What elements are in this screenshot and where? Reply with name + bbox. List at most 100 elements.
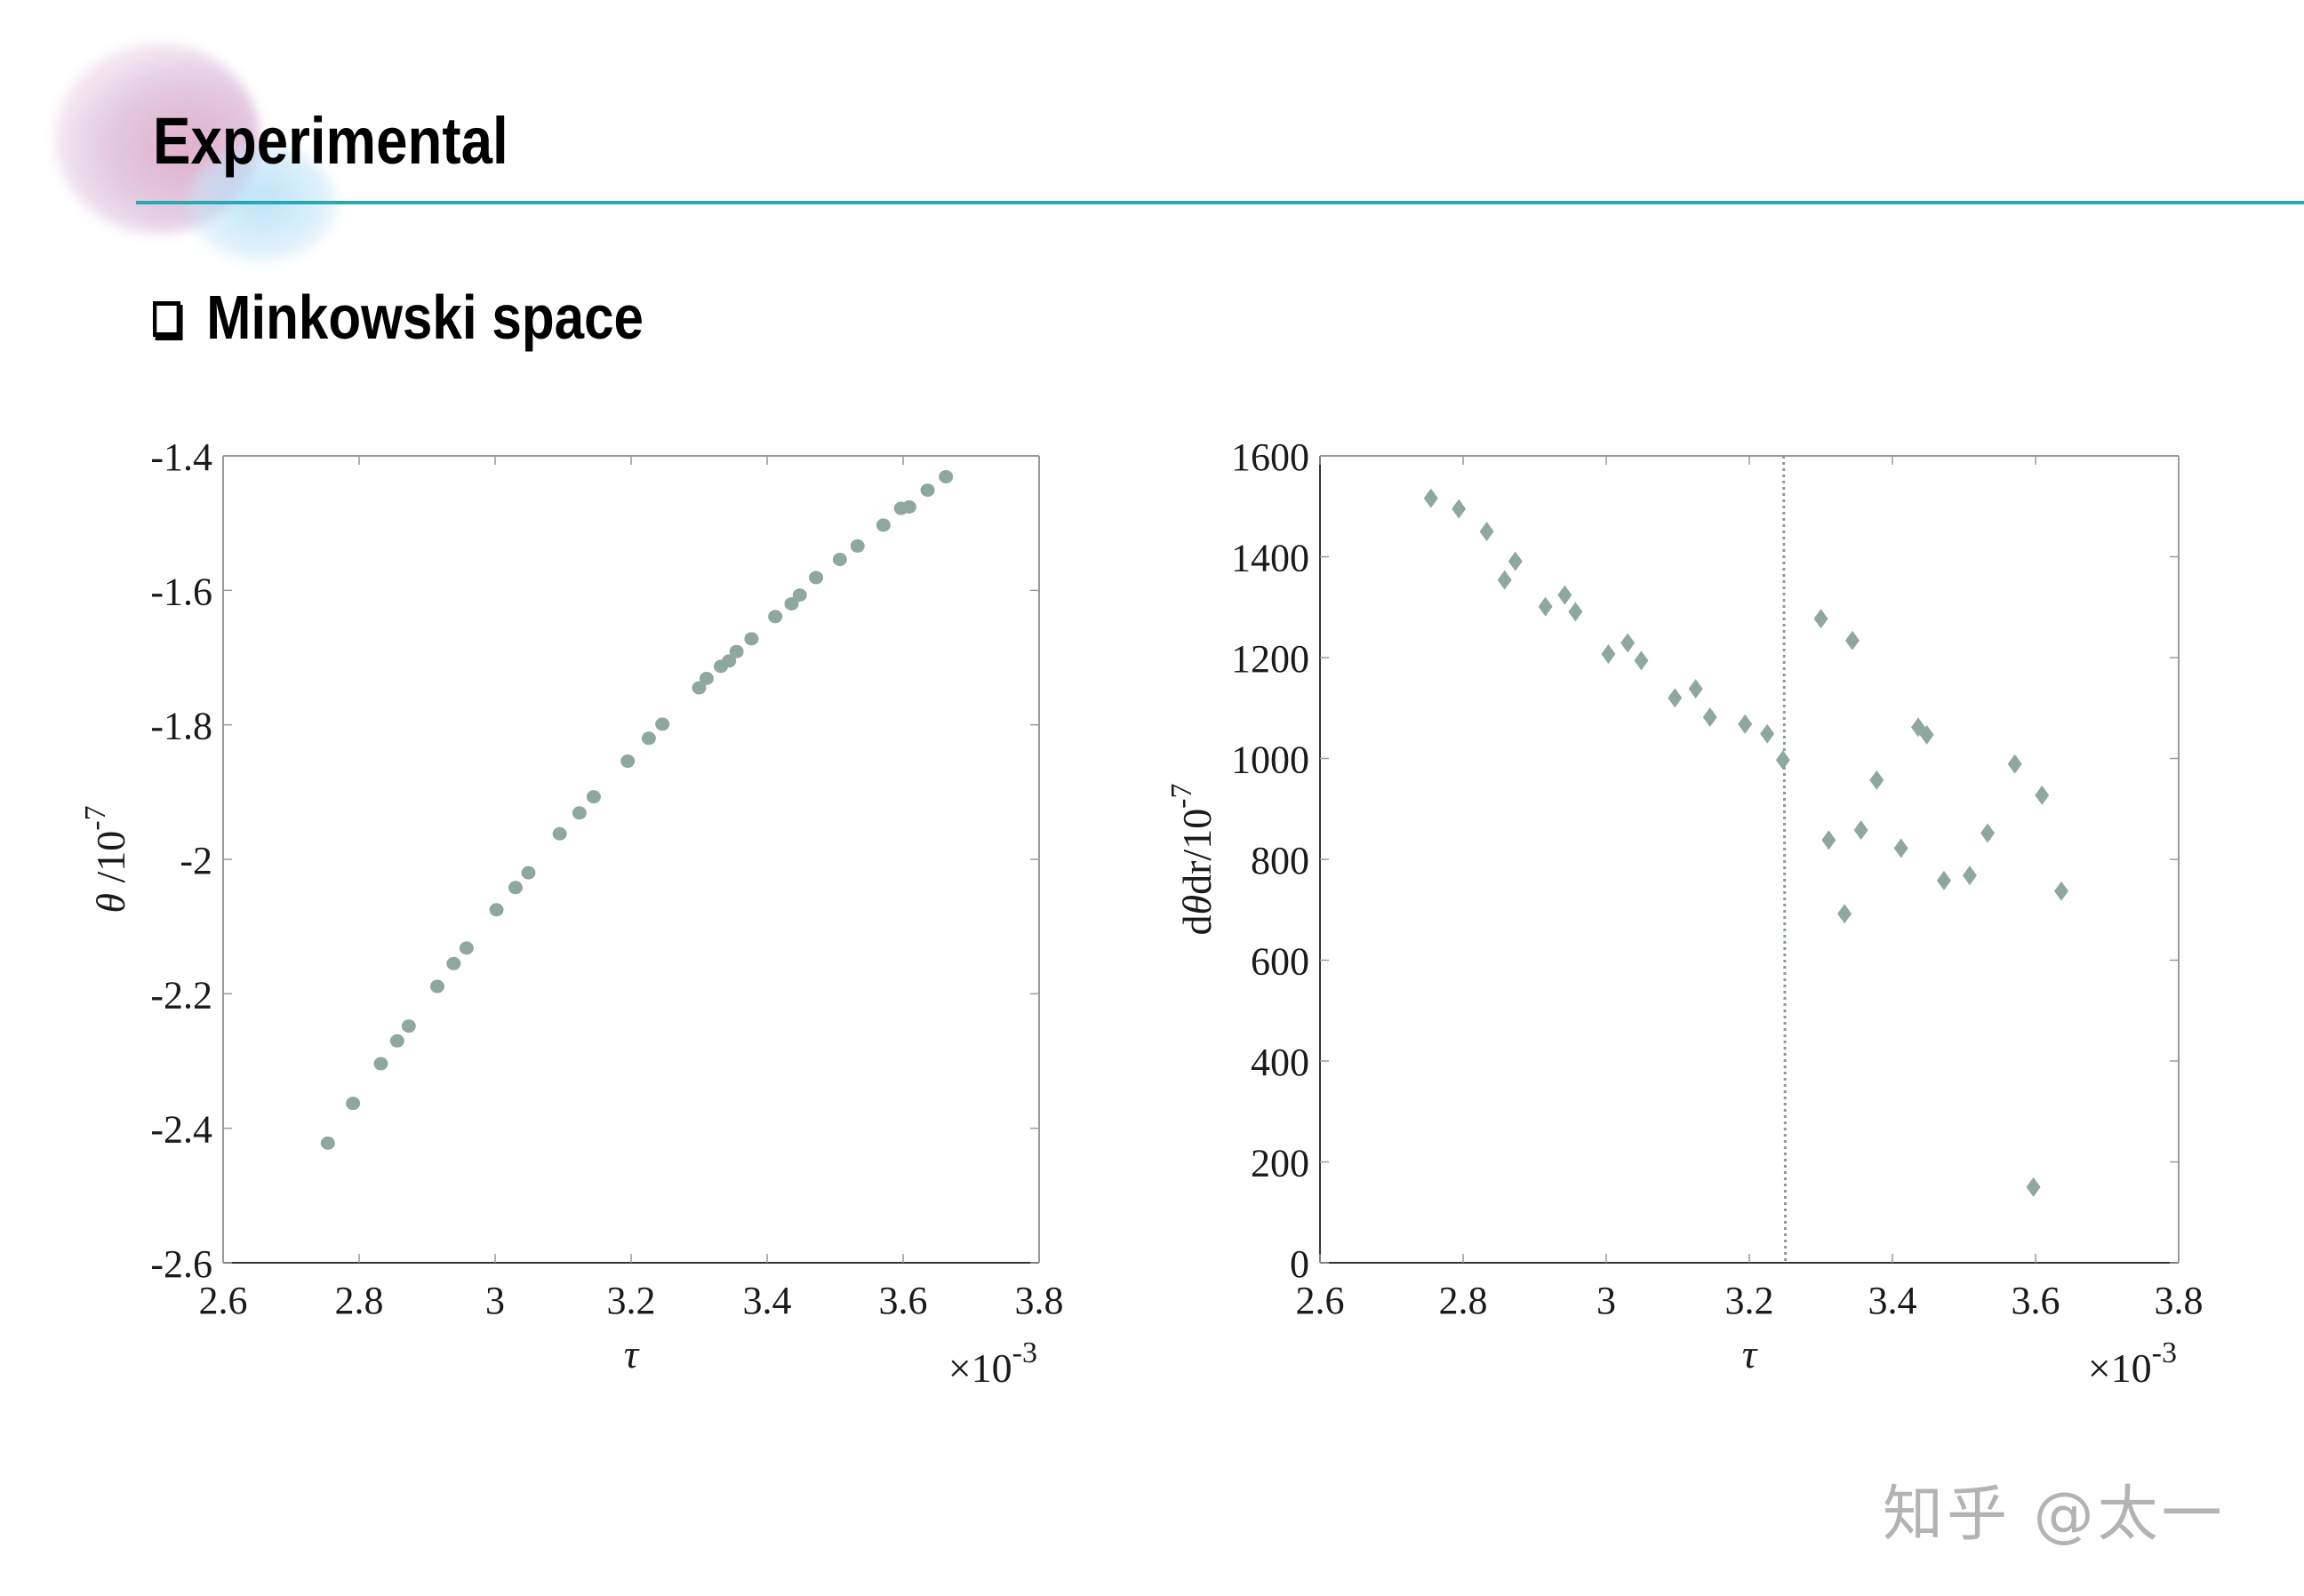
data-point bbox=[1497, 570, 1512, 590]
data-point bbox=[508, 881, 523, 895]
data-point bbox=[1620, 633, 1636, 653]
data-point bbox=[2026, 1177, 2041, 1197]
data-point bbox=[1538, 596, 1553, 617]
data-point bbox=[2053, 881, 2068, 901]
data-point bbox=[901, 500, 916, 515]
data-point bbox=[722, 654, 737, 668]
data-point bbox=[489, 903, 504, 917]
data-point bbox=[320, 1136, 335, 1150]
y-tick-label: -2 bbox=[180, 839, 212, 882]
x-tick-label: 3 bbox=[485, 1279, 505, 1322]
data-point bbox=[1688, 679, 1703, 699]
title-underline bbox=[136, 201, 2304, 204]
data-point bbox=[446, 956, 461, 970]
watermark: 知乎 @太一 bbox=[1883, 1480, 2226, 1550]
x-tick-label: 2.8 bbox=[335, 1279, 384, 1322]
data-point bbox=[1760, 723, 1775, 744]
data-point bbox=[784, 596, 799, 610]
data-point bbox=[1479, 522, 1494, 542]
data-point bbox=[401, 1019, 416, 1033]
data-point bbox=[939, 469, 954, 483]
y-tick-label: -1.6 bbox=[150, 570, 212, 613]
x-tick-label: 2.6 bbox=[1296, 1279, 1345, 1322]
data-point bbox=[373, 1057, 388, 1071]
data-point bbox=[876, 518, 891, 532]
data-point bbox=[1919, 724, 1934, 745]
data-point bbox=[389, 1033, 404, 1048]
data-point bbox=[744, 632, 759, 646]
data-point bbox=[459, 941, 474, 955]
data-point bbox=[1853, 820, 1868, 841]
data-point bbox=[1775, 750, 1790, 770]
x-tick-label: 3.8 bbox=[1015, 1279, 1064, 1322]
y-tick-label: 1400 bbox=[1231, 537, 1309, 580]
data-point bbox=[792, 588, 807, 602]
y-tick-label: -2.6 bbox=[150, 1242, 212, 1286]
data-series bbox=[1423, 488, 2068, 1197]
data-point bbox=[2007, 754, 2022, 774]
data-point bbox=[1844, 630, 1860, 650]
section-heading-text: Minkowski space bbox=[206, 283, 644, 352]
y-tick-label: -1.4 bbox=[150, 435, 212, 479]
x-tick-label: 2.8 bbox=[1439, 1279, 1488, 1322]
y-tick-label: -2.4 bbox=[150, 1108, 212, 1152]
x-tick-label: 2.6 bbox=[199, 1279, 248, 1322]
y-tick-label: 400 bbox=[1251, 1041, 1309, 1084]
y-tick-label: 600 bbox=[1251, 940, 1309, 984]
y-tick-label: 1000 bbox=[1231, 738, 1309, 782]
data-point bbox=[429, 979, 444, 994]
data-point bbox=[692, 681, 707, 695]
x-tick-label: 3.2 bbox=[1725, 1279, 1774, 1322]
data-point bbox=[1557, 585, 1572, 605]
data-point bbox=[1601, 644, 1616, 665]
x-tick-label: 3.6 bbox=[879, 1279, 928, 1322]
x-tick-label: 3.8 bbox=[2155, 1279, 2204, 1322]
data-point bbox=[1980, 823, 1996, 843]
y-tick-label: -1.8 bbox=[150, 705, 212, 748]
data-point bbox=[521, 866, 536, 880]
x-tick-label: 3 bbox=[1596, 1279, 1616, 1322]
x-tick-label: 3.4 bbox=[743, 1279, 792, 1322]
data-point bbox=[699, 671, 714, 685]
data-point bbox=[620, 754, 636, 769]
data-point bbox=[586, 790, 601, 804]
y-axis-label: dθdr/10-7 bbox=[1165, 783, 1220, 935]
data-point bbox=[920, 483, 935, 498]
data-point bbox=[1962, 866, 1977, 886]
y-tick-label: 0 bbox=[1290, 1242, 1309, 1286]
threshold-line bbox=[1782, 455, 1788, 1264]
data-point bbox=[552, 826, 567, 841]
x-multiplier-label: ×10-3 bbox=[948, 1337, 1037, 1391]
data-point bbox=[2035, 785, 2050, 805]
y-tick-label: 800 bbox=[1251, 839, 1309, 882]
data-point bbox=[809, 571, 824, 585]
data-point bbox=[641, 731, 656, 746]
data-point bbox=[1738, 714, 1753, 734]
data-point bbox=[1869, 770, 1884, 790]
section-heading: Minkowski space bbox=[153, 286, 644, 348]
data-point bbox=[768, 610, 783, 624]
x-tick-label: 3.6 bbox=[2012, 1279, 2060, 1322]
x-axis-label: τ bbox=[1742, 1331, 1758, 1377]
data-point bbox=[1893, 838, 1908, 858]
x-tick-label: 3.4 bbox=[1868, 1279, 1917, 1322]
data-point bbox=[1634, 650, 1649, 671]
data-point bbox=[850, 539, 865, 553]
data-point bbox=[1423, 488, 1438, 508]
data-point bbox=[1821, 830, 1836, 850]
data-point bbox=[1452, 499, 1467, 519]
slide-title: Experimental bbox=[153, 104, 508, 178]
y-tick-label: 1200 bbox=[1231, 637, 1309, 681]
data-point bbox=[572, 806, 587, 820]
data-point bbox=[1813, 609, 1828, 629]
y-axis-label: θ /10-7 bbox=[79, 805, 133, 913]
data-point bbox=[729, 644, 744, 658]
data-point bbox=[832, 553, 847, 567]
y-tick-label: -2.2 bbox=[150, 973, 212, 1017]
data-point bbox=[1668, 688, 1683, 708]
y-tick-label: 1600 bbox=[1231, 435, 1309, 479]
x-tick-label: 3.2 bbox=[607, 1279, 656, 1322]
data-point bbox=[1936, 870, 1951, 890]
